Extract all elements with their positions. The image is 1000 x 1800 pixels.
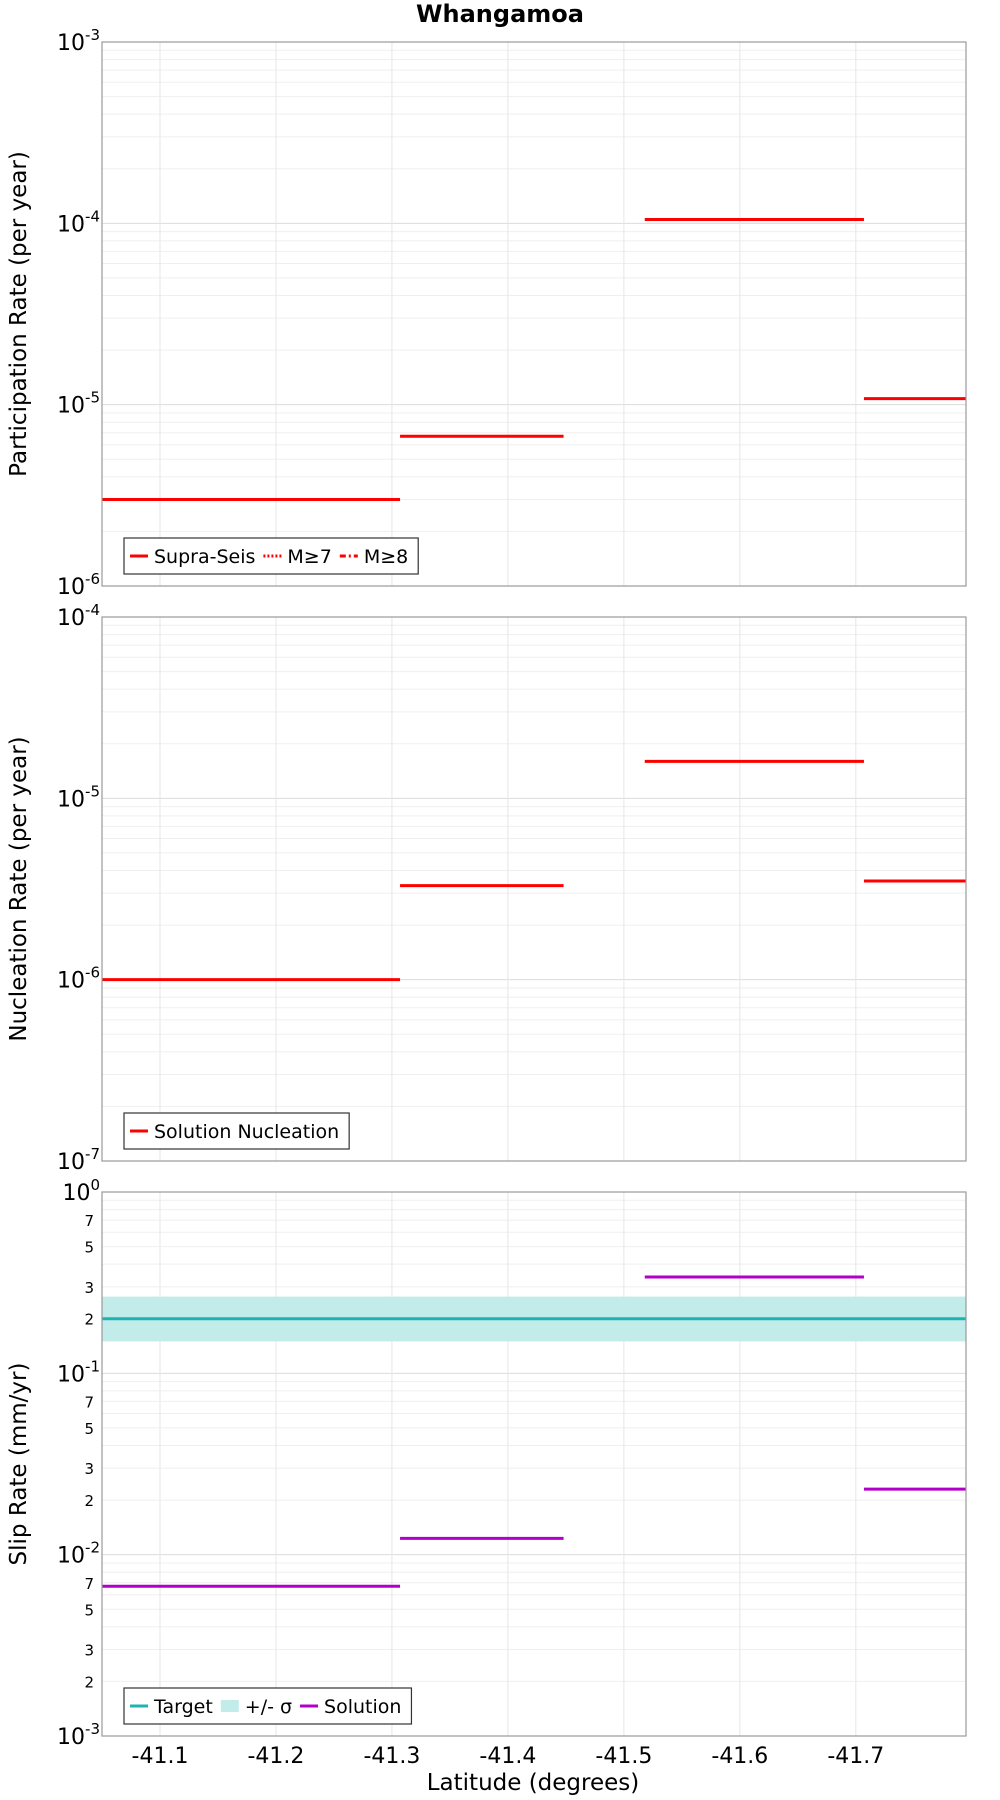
x-tick-label-2: -41.2 (247, 1744, 304, 1769)
panel-3-y-minor-tick-label-10: 3 (84, 1279, 94, 1297)
panel-3-y-minor-tick-label-12: 7 (84, 1212, 94, 1230)
panel-3-y-axis-label: Slip Rate (mm/yr) (6, 1363, 32, 1566)
panel-1-y-tick-label-2: 10-5 (57, 389, 100, 419)
x-tick-label-4: -41.4 (479, 1744, 536, 1769)
panel-1-legend-box (123, 537, 419, 575)
panel-3-legend-swatch-2 (220, 1700, 239, 1712)
panel-2-plot-area (102, 617, 966, 1161)
panel-1: 10-6 10-5 10-4 10-3 Participation Rate (per … (6, 26, 967, 600)
x-tick-label-5: -41.5 (595, 1744, 652, 1769)
chart-title: Whangamoa (416, 0, 584, 28)
panel-3-legend-item-3: Solution (300, 1696, 401, 1718)
panel-1-y-axis-label: Participation Rate (per year) (6, 151, 32, 477)
panel-1-legend-label-1: Supra-Seis (154, 546, 255, 568)
panel-2-y-tick-label-3: 10-5 (57, 782, 100, 812)
panel-1-legend: Supra-Seis M≥7 M≥8 (123, 537, 419, 575)
panel-1-frame (101, 41, 967, 587)
panel-3-legend-label-1: Target (153, 1696, 213, 1718)
x-tick-label-6: -41.6 (711, 1744, 768, 1769)
panel-3-y-minor-tick-label-9: 2 (84, 1311, 94, 1329)
panel-3-legend-label-2: +/- σ (245, 1696, 292, 1718)
panel-3-y-minor-tick-label-5: 2 (84, 1492, 94, 1510)
panel-1-y-tick-label-4: 10-3 (57, 26, 100, 56)
panel-1-legend-item-3: M≥8 (339, 546, 408, 568)
panel-3-legend: Target +/- σ Solution (123, 1687, 413, 1725)
x-tick-label-1: -41.1 (132, 1744, 189, 1769)
panel-3-legend-label-3: Solution (324, 1696, 401, 1718)
panel-1-legend-item-2: M≥7 (263, 546, 332, 568)
x-tick-label-7: -41.7 (827, 1744, 884, 1769)
panel-3-y-tick-label-3: 10-1 (57, 1357, 100, 1387)
panel-2-legend-box (123, 1112, 350, 1150)
panel-3-y-tick-label-2: 10-2 (57, 1539, 100, 1569)
panel-1-y-tick-label-1: 10-6 (57, 570, 100, 600)
panel-2-legend-label-1: Solution Nucleation (154, 1121, 339, 1143)
panel-1-legend-item-1: Supra-Seis (130, 546, 255, 568)
panel-2: 10-7 10-6 10-5 10-4 Nucleation Rate (per yea… (6, 601, 967, 1175)
panel-2-legend-item-1: Solution Nucleation (130, 1121, 339, 1143)
panel-2-y-tick-label-1: 10-7 (57, 1145, 100, 1175)
panel-3-y-tick-label-4: 100 (62, 1176, 100, 1206)
panel-2-y-tick-label-2: 10-6 (57, 964, 100, 994)
panel-1-legend-label-2: M≥7 (287, 546, 331, 568)
x-tick-label-3: -41.3 (363, 1744, 420, 1769)
panel-2-y-tick-label-4: 10-4 (57, 601, 100, 631)
x-axis-label: Latitude (degrees) (427, 1770, 640, 1796)
panel-2-frame (101, 616, 967, 1162)
panel-3-y-minor-tick-label-8: 7 (84, 1393, 94, 1411)
panel-2-legend: Solution Nucleation (123, 1112, 350, 1150)
panel-1-legend-label-3: M≥8 (364, 546, 408, 568)
panel-3-frame (101, 1191, 967, 1737)
panel-3-legend-box (123, 1687, 413, 1725)
panel-3-y-minor-tick-label-7: 5 (84, 1420, 94, 1438)
panel-3-y-minor-tick-label-2: 3 (84, 1641, 94, 1659)
panel-3-y-minor-tick-label-11: 5 (84, 1239, 94, 1257)
x-axis: -41.1 -41.2 -41.3 -41.4 -41.5 -41.6 -41.7 (132, 1744, 885, 1769)
panel-3-plot-area (102, 1192, 966, 1736)
panel-3: 10-3 10-2 10-1 100 2 3 5 7 2 3 5 7 2 3 5 7 Slip Rate (mm… (6, 1176, 967, 1750)
panel-3-legend-item-2: +/- σ (220, 1696, 292, 1718)
panel-2-y-axis-label: Nucleation Rate (per year) (6, 736, 32, 1041)
panel-1-y-tick-label-3: 10-4 (57, 207, 100, 237)
panel-3-y-minor-tick-label-1: 2 (84, 1673, 94, 1691)
panel-3-legend-item-1: Target (130, 1696, 213, 1718)
panel-3-y-minor-tick-label-6: 3 (84, 1460, 94, 1478)
panel-1-plot-area (102, 42, 966, 586)
panel-3-y-minor-tick-label-3: 5 (84, 1601, 94, 1619)
panel-3-y-tick-label-1: 10-3 (57, 1720, 100, 1750)
panel-3-y-minor-tick-label-4: 7 (84, 1575, 94, 1593)
